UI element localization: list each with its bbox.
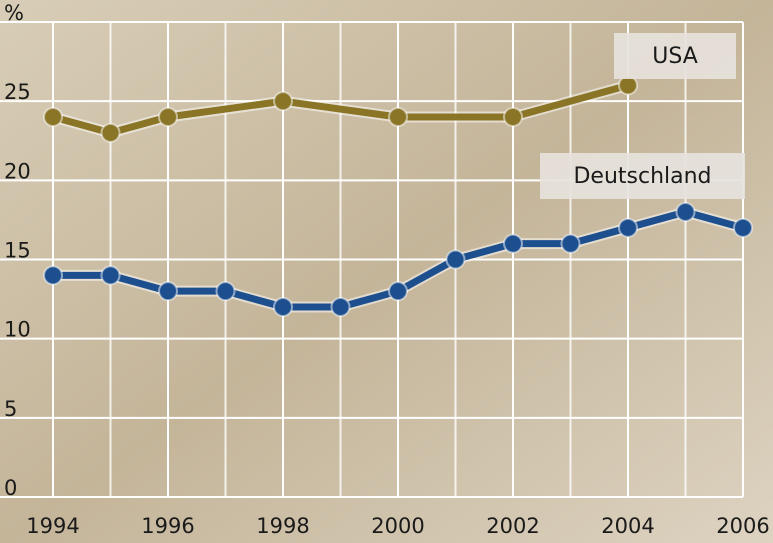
- y-tick-label: 25: [4, 80, 31, 104]
- marker: [159, 108, 177, 126]
- x-tick-label: 2006: [716, 514, 769, 538]
- marker: [217, 282, 235, 300]
- marker: [619, 76, 637, 94]
- marker: [102, 124, 120, 142]
- marker: [274, 92, 292, 110]
- marker: [619, 219, 637, 237]
- x-tick-label: 1996: [141, 514, 194, 538]
- y-tick-label: 20: [4, 159, 31, 183]
- marker: [677, 203, 695, 221]
- chart: 1994 1996 1998 2000 2002 2004 2006 0 5 10 15 20 25% U…: [0, 0, 773, 543]
- marker: [734, 219, 752, 237]
- marker: [389, 108, 407, 126]
- y-tick-label: 15: [4, 239, 31, 263]
- marker: [274, 298, 292, 316]
- marker: [44, 266, 62, 284]
- legend-label: Deutschland: [573, 164, 711, 189]
- marker: [102, 266, 120, 284]
- page: {"chart_data":{"type":"line", "xlim":[19…: [0, 0, 773, 543]
- x-tick-label: 1998: [256, 514, 309, 538]
- legend-label: USA: [652, 44, 698, 69]
- marker: [562, 235, 580, 253]
- marker: [44, 108, 62, 126]
- x-tick-label: 2000: [371, 514, 424, 538]
- marker: [332, 298, 350, 316]
- y-tick-label: 5: [4, 397, 17, 421]
- x-tick-label: 1994: [26, 514, 79, 538]
- y-tick-label: 0: [4, 476, 17, 500]
- marker: [389, 282, 407, 300]
- marker: [159, 282, 177, 300]
- y-tick-label: %: [4, 1, 24, 25]
- y-tick-label: 10: [4, 318, 31, 342]
- marker: [504, 235, 522, 253]
- x-tick-label: 2002: [486, 514, 539, 538]
- marker: [504, 108, 522, 126]
- x-tick-label: 2004: [601, 514, 654, 538]
- marker: [447, 251, 465, 269]
